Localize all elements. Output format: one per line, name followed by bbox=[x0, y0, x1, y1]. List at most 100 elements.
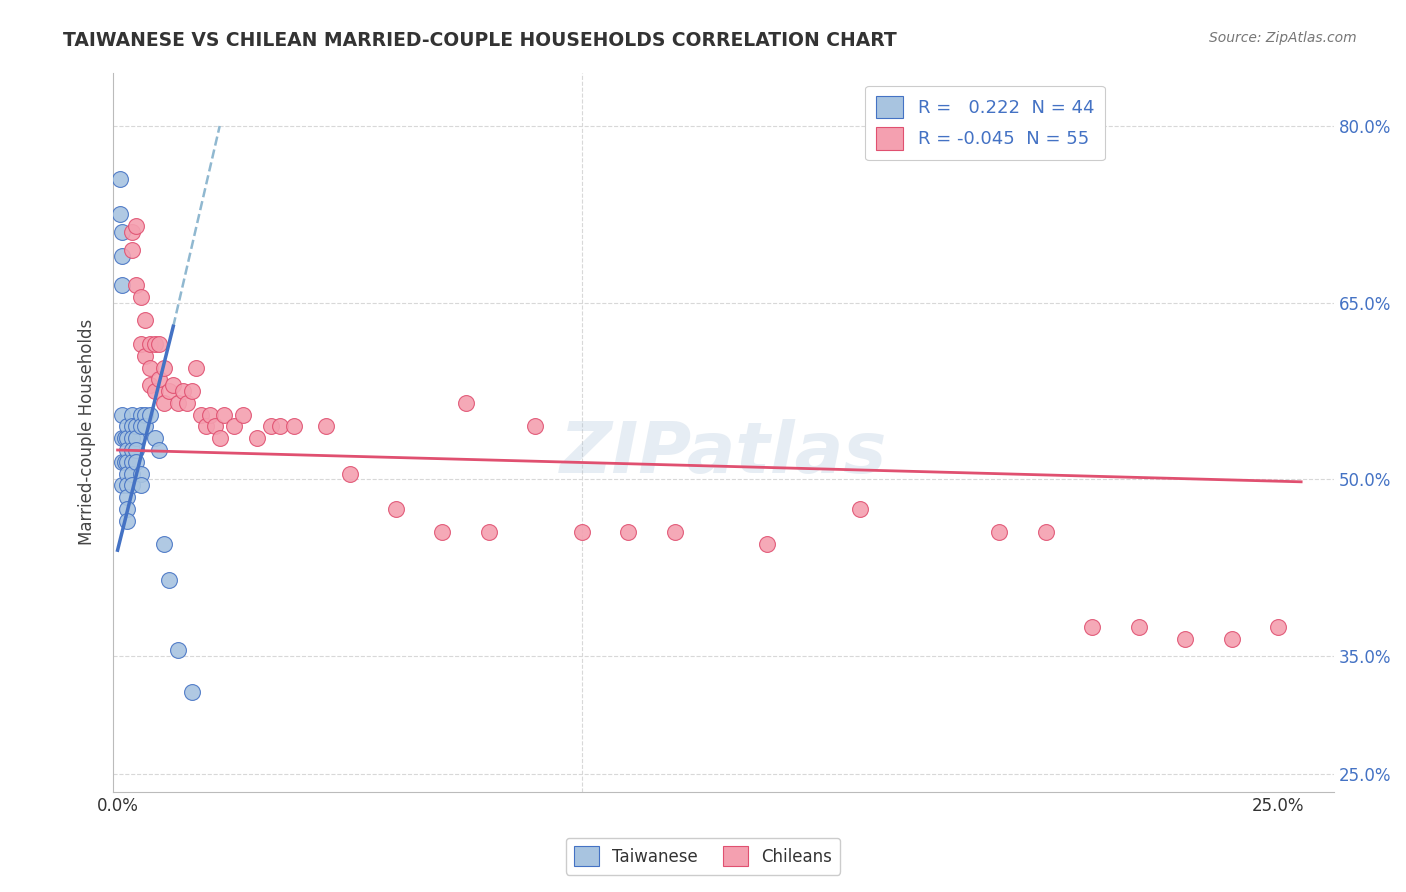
Point bbox=[111, 278, 134, 293]
Point bbox=[246, 431, 269, 445]
Point bbox=[222, 419, 245, 434]
Point bbox=[172, 384, 194, 398]
Point bbox=[115, 502, 138, 516]
Point bbox=[139, 408, 162, 422]
Text: ZIPatlas: ZIPatlas bbox=[560, 419, 887, 489]
Point bbox=[148, 337, 170, 351]
Point bbox=[111, 249, 134, 263]
Point bbox=[200, 408, 222, 422]
Point bbox=[114, 455, 136, 469]
Point bbox=[121, 442, 143, 457]
Point bbox=[315, 419, 337, 434]
Point bbox=[478, 525, 501, 540]
Point bbox=[125, 219, 148, 234]
Text: Source: ZipAtlas.com: Source: ZipAtlas.com bbox=[1209, 31, 1357, 45]
Point bbox=[129, 408, 152, 422]
Point bbox=[129, 337, 152, 351]
Point bbox=[167, 643, 190, 657]
Point bbox=[339, 467, 361, 481]
Legend: Taiwanese, Chileans: Taiwanese, Chileans bbox=[565, 838, 841, 875]
Point bbox=[162, 378, 184, 392]
Point bbox=[571, 525, 593, 540]
Point bbox=[180, 684, 202, 698]
Point bbox=[125, 278, 148, 293]
Point bbox=[454, 396, 477, 410]
Point bbox=[1081, 620, 1104, 634]
Point bbox=[176, 396, 198, 410]
Point bbox=[111, 225, 134, 239]
Point bbox=[204, 419, 226, 434]
Point bbox=[153, 360, 176, 375]
Point bbox=[186, 360, 208, 375]
Point bbox=[194, 419, 217, 434]
Point bbox=[115, 490, 138, 504]
Point bbox=[139, 360, 162, 375]
Point bbox=[125, 431, 148, 445]
Point bbox=[157, 384, 180, 398]
Point bbox=[756, 537, 779, 551]
Point bbox=[115, 467, 138, 481]
Point bbox=[111, 431, 134, 445]
Point bbox=[1174, 632, 1197, 646]
Point bbox=[121, 225, 143, 239]
Point bbox=[148, 442, 170, 457]
Point bbox=[190, 408, 212, 422]
Point bbox=[260, 419, 283, 434]
Point bbox=[121, 419, 143, 434]
Point bbox=[134, 313, 156, 327]
Point bbox=[988, 525, 1011, 540]
Point bbox=[849, 502, 872, 516]
Point bbox=[115, 442, 138, 457]
Point bbox=[115, 478, 138, 492]
Point bbox=[432, 525, 454, 540]
Point bbox=[121, 431, 143, 445]
Point bbox=[283, 419, 305, 434]
Point bbox=[108, 207, 131, 221]
Point bbox=[129, 478, 152, 492]
Point bbox=[111, 478, 134, 492]
Point bbox=[269, 419, 291, 434]
Point bbox=[1220, 632, 1243, 646]
Point bbox=[143, 384, 166, 398]
Point bbox=[129, 290, 152, 304]
Point bbox=[1128, 620, 1150, 634]
Point bbox=[134, 349, 156, 363]
Y-axis label: Married-couple Households: Married-couple Households bbox=[79, 319, 96, 546]
Point bbox=[385, 502, 408, 516]
Point bbox=[125, 419, 148, 434]
Point bbox=[134, 419, 156, 434]
Point bbox=[148, 372, 170, 386]
Point bbox=[157, 573, 180, 587]
Point bbox=[125, 455, 148, 469]
Point bbox=[111, 408, 134, 422]
Point bbox=[208, 431, 231, 445]
Point bbox=[153, 537, 176, 551]
Text: TAIWANESE VS CHILEAN MARRIED-COUPLE HOUSEHOLDS CORRELATION CHART: TAIWANESE VS CHILEAN MARRIED-COUPLE HOUS… bbox=[63, 31, 897, 50]
Point bbox=[108, 172, 131, 186]
Point bbox=[129, 419, 152, 434]
Point bbox=[129, 467, 152, 481]
Point bbox=[214, 408, 236, 422]
Point bbox=[143, 431, 166, 445]
Point bbox=[121, 243, 143, 257]
Point bbox=[232, 408, 254, 422]
Legend: R =   0.222  N = 44, R = -0.045  N = 55: R = 0.222 N = 44, R = -0.045 N = 55 bbox=[865, 86, 1105, 161]
Point bbox=[1035, 525, 1057, 540]
Point bbox=[115, 419, 138, 434]
Point bbox=[114, 431, 136, 445]
Point bbox=[125, 442, 148, 457]
Point bbox=[115, 431, 138, 445]
Point bbox=[139, 378, 162, 392]
Point bbox=[115, 514, 138, 528]
Point bbox=[617, 525, 640, 540]
Point bbox=[121, 478, 143, 492]
Point bbox=[524, 419, 547, 434]
Point bbox=[143, 337, 166, 351]
Point bbox=[111, 455, 134, 469]
Point bbox=[167, 396, 190, 410]
Point bbox=[1267, 620, 1289, 634]
Point bbox=[115, 455, 138, 469]
Point bbox=[664, 525, 686, 540]
Point bbox=[121, 467, 143, 481]
Point bbox=[121, 455, 143, 469]
